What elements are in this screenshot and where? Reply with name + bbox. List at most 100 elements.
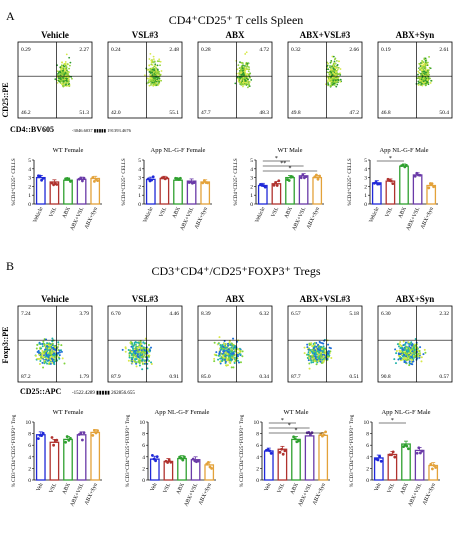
flow-event-dot [426, 81, 429, 84]
flow-quadrant-lr: 47.2 [349, 110, 359, 116]
flow-event-dot [152, 74, 155, 76]
flow-event-dot [149, 72, 152, 74]
bar-category-label: Veh [150, 482, 159, 493]
flow-event-dot [424, 67, 427, 70]
flow-plot-frame [287, 41, 363, 119]
flow-event-dot [41, 343, 44, 346]
bar-chart-y-tick-label: 0 [364, 202, 367, 208]
flow-event-dot [241, 81, 244, 84]
flow-event-dot [422, 80, 425, 83]
flow-quadrant-ur: 4.46 [169, 311, 179, 317]
flow-event-dot [41, 355, 44, 358]
flow-event-dot [407, 357, 410, 360]
flow-event-dot [121, 348, 124, 351]
flow-event-dot [50, 357, 53, 360]
panel-a-flow-x-label: CD4::BV605 [10, 125, 54, 134]
flow-event-dot [227, 348, 230, 351]
flow-event-dot [422, 64, 425, 67]
flow-event-dot [150, 59, 153, 62]
bar-chart-y-tick-label: 4 [142, 455, 145, 461]
flow-event-dot [136, 346, 139, 349]
flow-plot-frame [17, 305, 93, 383]
flow-event-dot [149, 52, 152, 55]
flow-event-dot [232, 352, 235, 355]
flow-event-dot [240, 68, 243, 70]
bar-chart-title: WT Female [53, 409, 84, 416]
flow-event-dot [250, 79, 253, 81]
flow-event-dot [233, 354, 236, 357]
flow-event-dot [331, 55, 334, 58]
flow-plot-title: ABX+VSL#3 [300, 30, 351, 40]
flow-event-dot [408, 364, 411, 367]
flow-event-dot [221, 343, 224, 346]
bar-data-point [67, 438, 71, 442]
flow-plot-events [143, 52, 163, 87]
flow-event-dot [62, 71, 65, 74]
flow-event-dot [138, 364, 141, 367]
flow-quadrant-ul: 0.29 [21, 47, 31, 53]
flow-event-dot [224, 358, 227, 361]
flow-event-dot [43, 359, 46, 362]
flow-event-dot [230, 366, 233, 369]
flow-event-dot [148, 84, 151, 87]
bar-chart-y-tick-label: 4 [138, 167, 141, 173]
flow-event-dot [395, 350, 398, 353]
bar-chart-y-tick-label: 1 [138, 193, 141, 199]
bar-data-point [52, 443, 55, 447]
flow-event-dot [424, 59, 427, 62]
flow-quadrant-ll: 42.0 [111, 110, 121, 116]
flow-event-dot [150, 363, 153, 366]
flow-event-dot [51, 340, 54, 343]
flow-event-dot [36, 357, 39, 360]
flow-event-dot [399, 346, 402, 349]
bar-category-label: ABX [289, 482, 299, 495]
flow-event-dot [399, 355, 402, 358]
flow-plot-title: Vehicle [41, 30, 69, 40]
flow-event-dot [332, 79, 335, 82]
panel-b-letter: B [6, 259, 14, 273]
flow-quadrant-ll: 87.9 [111, 374, 121, 380]
bar-chart-title: WT Female [53, 147, 84, 154]
flow-event-dot [151, 64, 154, 66]
flow-event-dot [414, 354, 417, 357]
flow-quadrant-lr: 0.34 [259, 374, 269, 380]
flow-event-dot [152, 58, 155, 61]
flow-quadrant-ur: 3.79 [79, 311, 89, 317]
flow-event-dot [157, 82, 160, 85]
flow-event-dot [218, 354, 221, 357]
flow-event-dot [64, 63, 67, 66]
flow-quadrant-lr: 48.3 [259, 110, 269, 116]
flow-event-dot [330, 60, 333, 63]
flow-event-dot [151, 71, 154, 74]
flow-event-dot [248, 81, 251, 84]
flow-event-dot [238, 67, 241, 69]
bar-chart-y-tick-label: 10 [254, 420, 260, 426]
bar-data-point [167, 458, 171, 462]
flow-event-dot [423, 62, 426, 65]
flow-event-dot [334, 79, 337, 82]
bar-data-point [155, 455, 159, 459]
bar-data-point [377, 182, 381, 186]
flow-event-dot [143, 347, 146, 350]
flow-event-dot [62, 85, 65, 88]
flow-event-dot [134, 341, 137, 344]
bar [35, 176, 46, 205]
flow-event-dot [243, 78, 246, 81]
flow-event-dot [419, 353, 422, 356]
flow-event-dot [307, 351, 310, 354]
bar-data-point [415, 451, 419, 455]
bar-data-point [405, 163, 408, 167]
flow-event-dot [240, 78, 243, 81]
bar [414, 449, 425, 481]
bar-data-point [91, 434, 95, 437]
flow-event-dot [245, 77, 248, 80]
flow-event-dot [137, 350, 140, 353]
flow-event-dot [399, 341, 402, 344]
flow-quadrant-ll: 47.7 [201, 110, 211, 116]
flow-event-dot [69, 64, 71, 67]
flow-event-dot [423, 58, 426, 61]
flow-event-dot [409, 353, 412, 356]
flow-event-dot [64, 72, 67, 74]
flow-event-dot [428, 69, 430, 71]
flow-event-dot [420, 62, 422, 64]
